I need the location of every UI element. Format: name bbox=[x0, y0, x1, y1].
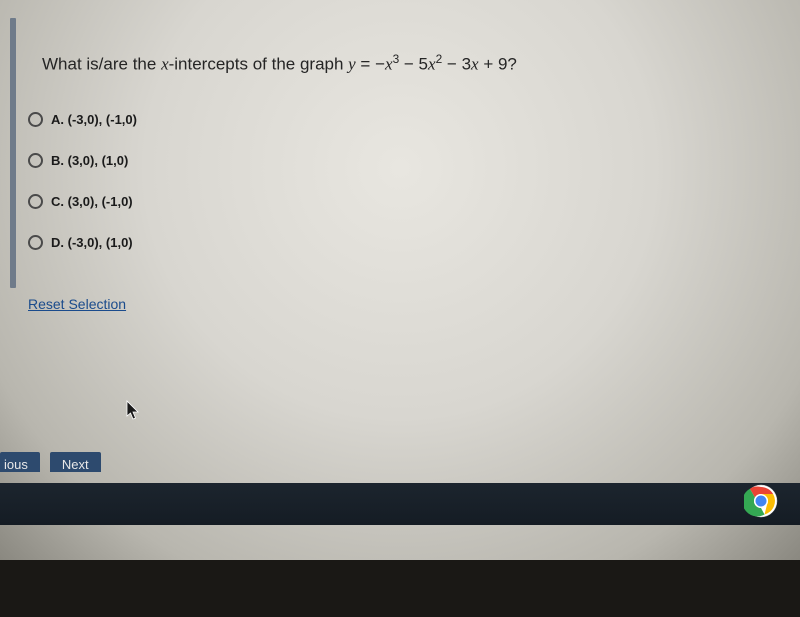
term3-var: x bbox=[471, 55, 479, 74]
quiz-content: What is/are the x-intercepts of the grap… bbox=[0, 0, 800, 520]
option-a[interactable]: A. (-3,0), (-1,0) bbox=[28, 112, 137, 127]
option-d[interactable]: D. (-3,0), (1,0) bbox=[28, 235, 137, 250]
x-variable: x bbox=[161, 55, 169, 74]
question-middle: -intercepts of the graph bbox=[169, 55, 349, 74]
radio-a[interactable] bbox=[28, 112, 43, 127]
term2-var: x bbox=[428, 55, 436, 74]
option-a-label: A. (-3,0), (-1,0) bbox=[51, 112, 137, 127]
term3-sign: − 3 bbox=[442, 55, 471, 74]
term1-var: x bbox=[385, 55, 393, 74]
option-d-label: D. (-3,0), (1,0) bbox=[51, 235, 133, 250]
vertical-scrollbar[interactable] bbox=[10, 18, 16, 288]
nav-buttons: ious Next bbox=[0, 452, 101, 472]
reset-selection-link[interactable]: Reset Selection bbox=[28, 296, 126, 312]
option-b[interactable]: B. (3,0), (1,0) bbox=[28, 153, 137, 168]
question-prefix: What is/are the bbox=[42, 55, 161, 74]
equals-sign: = bbox=[356, 55, 375, 74]
y-variable: y bbox=[348, 55, 356, 74]
term2-sign: − 5 bbox=[399, 55, 428, 74]
chrome-icon[interactable] bbox=[744, 484, 778, 518]
next-button[interactable]: Next bbox=[50, 452, 101, 472]
option-c[interactable]: C. (3,0), (-1,0) bbox=[28, 194, 137, 209]
term4: + 9? bbox=[479, 55, 517, 74]
option-b-label: B. (3,0), (1,0) bbox=[51, 153, 128, 168]
taskbar[interactable] bbox=[0, 483, 800, 525]
radio-b[interactable] bbox=[28, 153, 43, 168]
question-text: What is/are the x-intercepts of the grap… bbox=[42, 52, 517, 75]
term1-sign: − bbox=[375, 55, 385, 74]
option-c-label: C. (3,0), (-1,0) bbox=[51, 194, 133, 209]
screen-background: What is/are the x-intercepts of the grap… bbox=[0, 0, 800, 560]
radio-d[interactable] bbox=[28, 235, 43, 250]
previous-button[interactable]: ious bbox=[0, 452, 40, 472]
answer-options: A. (-3,0), (-1,0) B. (3,0), (1,0) C. (3,… bbox=[28, 112, 137, 276]
radio-c[interactable] bbox=[28, 194, 43, 209]
